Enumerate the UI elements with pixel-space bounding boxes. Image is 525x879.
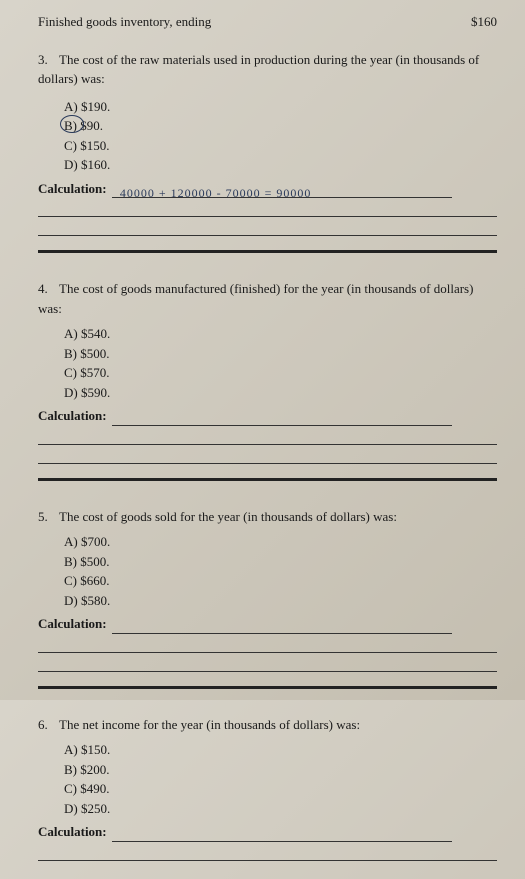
calculation-row-6: Calculation: [38,822,497,842]
header-right: $160 [471,12,497,32]
calc-line: 40000 + 120000 - 70000 = 90000 [112,183,452,198]
question-6: 6. The net income for the year (in thous… [38,715,497,861]
calc-label: Calculation: [38,408,107,423]
blank-line [38,636,497,653]
option-b: B) $200. [64,760,497,780]
circled-answer: B) [64,116,77,136]
calculation-row-3: Calculation: 40000 + 120000 - 70000 = 90… [38,179,497,199]
option-c: C) $150. [64,136,497,156]
options-5: A) $700. B) $500. C) $660. D) $580. [64,532,497,610]
blank-line [38,447,497,464]
header-row: Finished goods inventory, ending $160 [38,12,497,32]
calculation-row-5: Calculation: [38,614,497,634]
handwriting: 40000 + 120000 - 70000 = 90000 [112,186,312,200]
option-b: B) $90. [64,116,497,136]
divider [38,478,497,481]
blank-line [38,428,497,445]
calc-label: Calculation: [38,616,107,631]
question-3: 3. The cost of the raw materials used in… [38,50,497,254]
option-a: A) $150. [64,740,497,760]
blank-line [38,219,497,236]
option-b: B) $500. [64,552,497,572]
option-a: A) $190. [64,97,497,117]
worksheet-page: Finished goods inventory, ending $160 3.… [0,0,525,879]
options-6: A) $150. B) $200. C) $490. D) $250. [64,740,497,818]
calc-line [112,619,452,634]
question-4: 4. The cost of goods manufactured (finis… [38,279,497,481]
calc-line [112,827,452,842]
options-3: A) $190. B) $90. C) $150. D) $160. [64,97,497,175]
option-c: C) $490. [64,779,497,799]
option-d: D) $580. [64,591,497,611]
q-num: 5. [38,507,56,527]
q-num: 4. [38,279,56,299]
calc-label: Calculation: [38,824,107,839]
divider [38,250,497,253]
header-left: Finished goods inventory, ending [38,12,211,32]
blank-line [38,844,497,861]
blank-line [38,200,497,217]
q-text: The cost of the raw materials used in pr… [38,52,479,87]
option-c: C) $660. [64,571,497,591]
calc-label: Calculation: [38,181,107,196]
q-num: 6. [38,715,56,735]
blank-line [38,655,497,672]
option-d: D) $250. [64,799,497,819]
option-b: B) $500. [64,344,497,364]
q-text: The cost of goods manufactured (finished… [38,281,473,316]
q-text: The cost of goods sold for the year (in … [59,509,397,524]
question-text-4: 4. The cost of goods manufactured (finis… [38,279,497,318]
question-text-6: 6. The net income for the year (in thous… [38,715,497,735]
option-a: A) $540. [64,324,497,344]
option-c: C) $570. [64,363,497,383]
question-5: 5. The cost of goods sold for the year (… [38,507,497,689]
question-text-5: 5. The cost of goods sold for the year (… [38,507,497,527]
q-text: The net income for the year (in thousand… [59,717,360,732]
calc-line [112,411,452,426]
option-d: D) $590. [64,383,497,403]
calculation-row-4: Calculation: [38,406,497,426]
options-4: A) $540. B) $500. C) $570. D) $590. [64,324,497,402]
q-num: 3. [38,50,56,70]
divider [38,686,497,689]
option-a: A) $700. [64,532,497,552]
option-d: D) $160. [64,155,497,175]
question-text-3: 3. The cost of the raw materials used in… [38,50,497,89]
